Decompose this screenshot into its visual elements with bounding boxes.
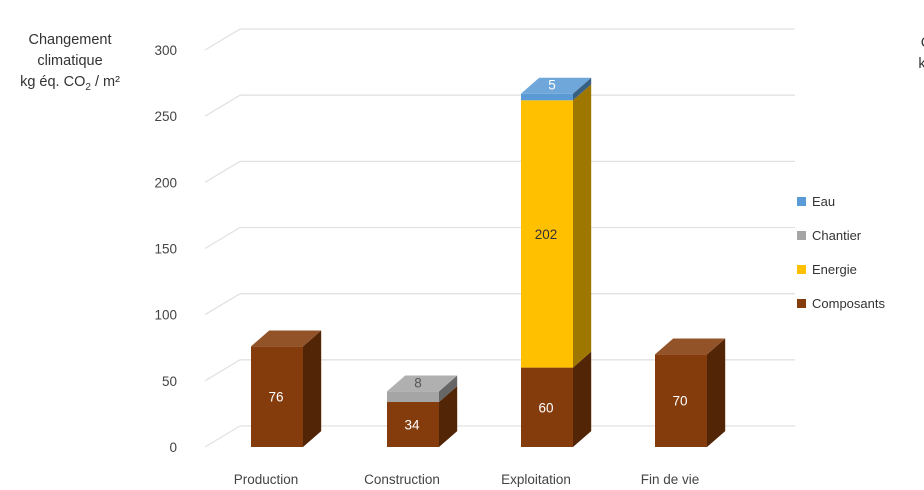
x-tick-label: Fin de vie: [641, 472, 700, 487]
bar-side: [303, 330, 322, 447]
legend-label: Eau: [812, 193, 836, 209]
y-tick-label: 100: [154, 308, 177, 323]
bar-top: [521, 77, 592, 94]
y-axis-label-line-1: Changement: [28, 32, 112, 48]
bar-segment-chantier: 8: [387, 375, 458, 403]
clipped-label: I C kg: [896, 12, 924, 75]
gridline-diagonal: [204, 28, 241, 51]
gridline-diagonal: [204, 425, 241, 448]
data-label: 34: [404, 418, 420, 433]
bar-front: [521, 100, 573, 368]
legend-item-composants: Composants: [797, 292, 885, 314]
bar-front: [655, 354, 707, 447]
data-label: 70: [672, 394, 687, 409]
bar-top: [251, 330, 322, 347]
clipped-label-line-2: C: [896, 33, 924, 54]
y-tick-label: 50: [162, 374, 177, 389]
legend-swatch: [797, 298, 806, 308]
bar-side: [439, 375, 458, 403]
gridline-diagonal: [204, 293, 241, 316]
data-label: 60: [538, 400, 553, 415]
y-tick-label: 300: [154, 43, 177, 58]
bar-front: [387, 402, 439, 447]
clipped-label-line-1: I: [896, 12, 924, 33]
clipped-label-line-3: kg: [918, 56, 924, 72]
bar-segment-composants: 34: [387, 386, 458, 447]
legend-swatch: [797, 196, 806, 206]
data-label: 76: [268, 390, 283, 405]
bar-segment-composants: 60: [521, 351, 592, 447]
legend-label: Composants: [812, 295, 885, 311]
bar-front: [521, 93, 573, 101]
bar-front: [251, 346, 303, 447]
data-label: 8: [414, 375, 422, 390]
bar-segment-composants: 70: [655, 338, 726, 447]
legend-item-eau: Eau: [797, 190, 885, 212]
bar-side: [573, 351, 592, 447]
x-tick-label: Production: [234, 472, 299, 487]
y-axis-label-line-2: climatique: [37, 53, 103, 69]
y-axis-ticks: 0 50 100 150 200 250 300: [154, 43, 177, 455]
gridline-diagonal: [204, 94, 241, 117]
legend: Eau Chantier Energie Composants: [797, 190, 885, 326]
bar-side: [573, 77, 592, 101]
legend-item-energie: Energie: [797, 258, 885, 280]
x-axis-ticks: Production Construction Exploitation Fin de…: [234, 472, 700, 487]
gridlines: [204, 28, 795, 448]
bars: 76 34 8 60 202 5 70: [251, 77, 726, 447]
bar-side: [707, 338, 726, 447]
gridline-diagonal: [204, 226, 241, 250]
y-tick-label: 250: [154, 109, 177, 124]
y-tick-label: 0: [169, 440, 177, 455]
gridline-diagonal: [204, 359, 241, 382]
gridline-diagonal: [204, 160, 241, 183]
bar-segment-eau: 5: [521, 77, 592, 101]
x-tick-label: Exploitation: [501, 472, 571, 487]
y-tick-label: 150: [154, 242, 177, 257]
bar-front: [521, 367, 573, 447]
bar-side: [573, 84, 592, 368]
legend-item-chantier: Chantier: [797, 224, 885, 246]
bar-top: [387, 375, 458, 392]
bar-segment-energie: 202: [521, 84, 592, 368]
y-axis-label-line-3: kg éq. CO2 / m²: [20, 74, 120, 93]
data-label: 5: [548, 78, 556, 93]
legend-swatch: [797, 230, 806, 240]
bar-front: [387, 391, 439, 403]
bar-segment-composants: 76: [251, 330, 322, 447]
legend-label: Chantier: [812, 227, 862, 243]
bar-side: [439, 386, 458, 447]
y-axis-label: Changement climatique kg éq. CO2 / m²: [0, 30, 140, 98]
x-tick-label: Construction: [364, 472, 440, 487]
data-label: 202: [535, 227, 558, 242]
legend-swatch: [797, 264, 806, 274]
legend-label: Energie: [812, 261, 857, 277]
y-tick-label: 200: [154, 175, 177, 190]
bar-top: [655, 338, 726, 355]
